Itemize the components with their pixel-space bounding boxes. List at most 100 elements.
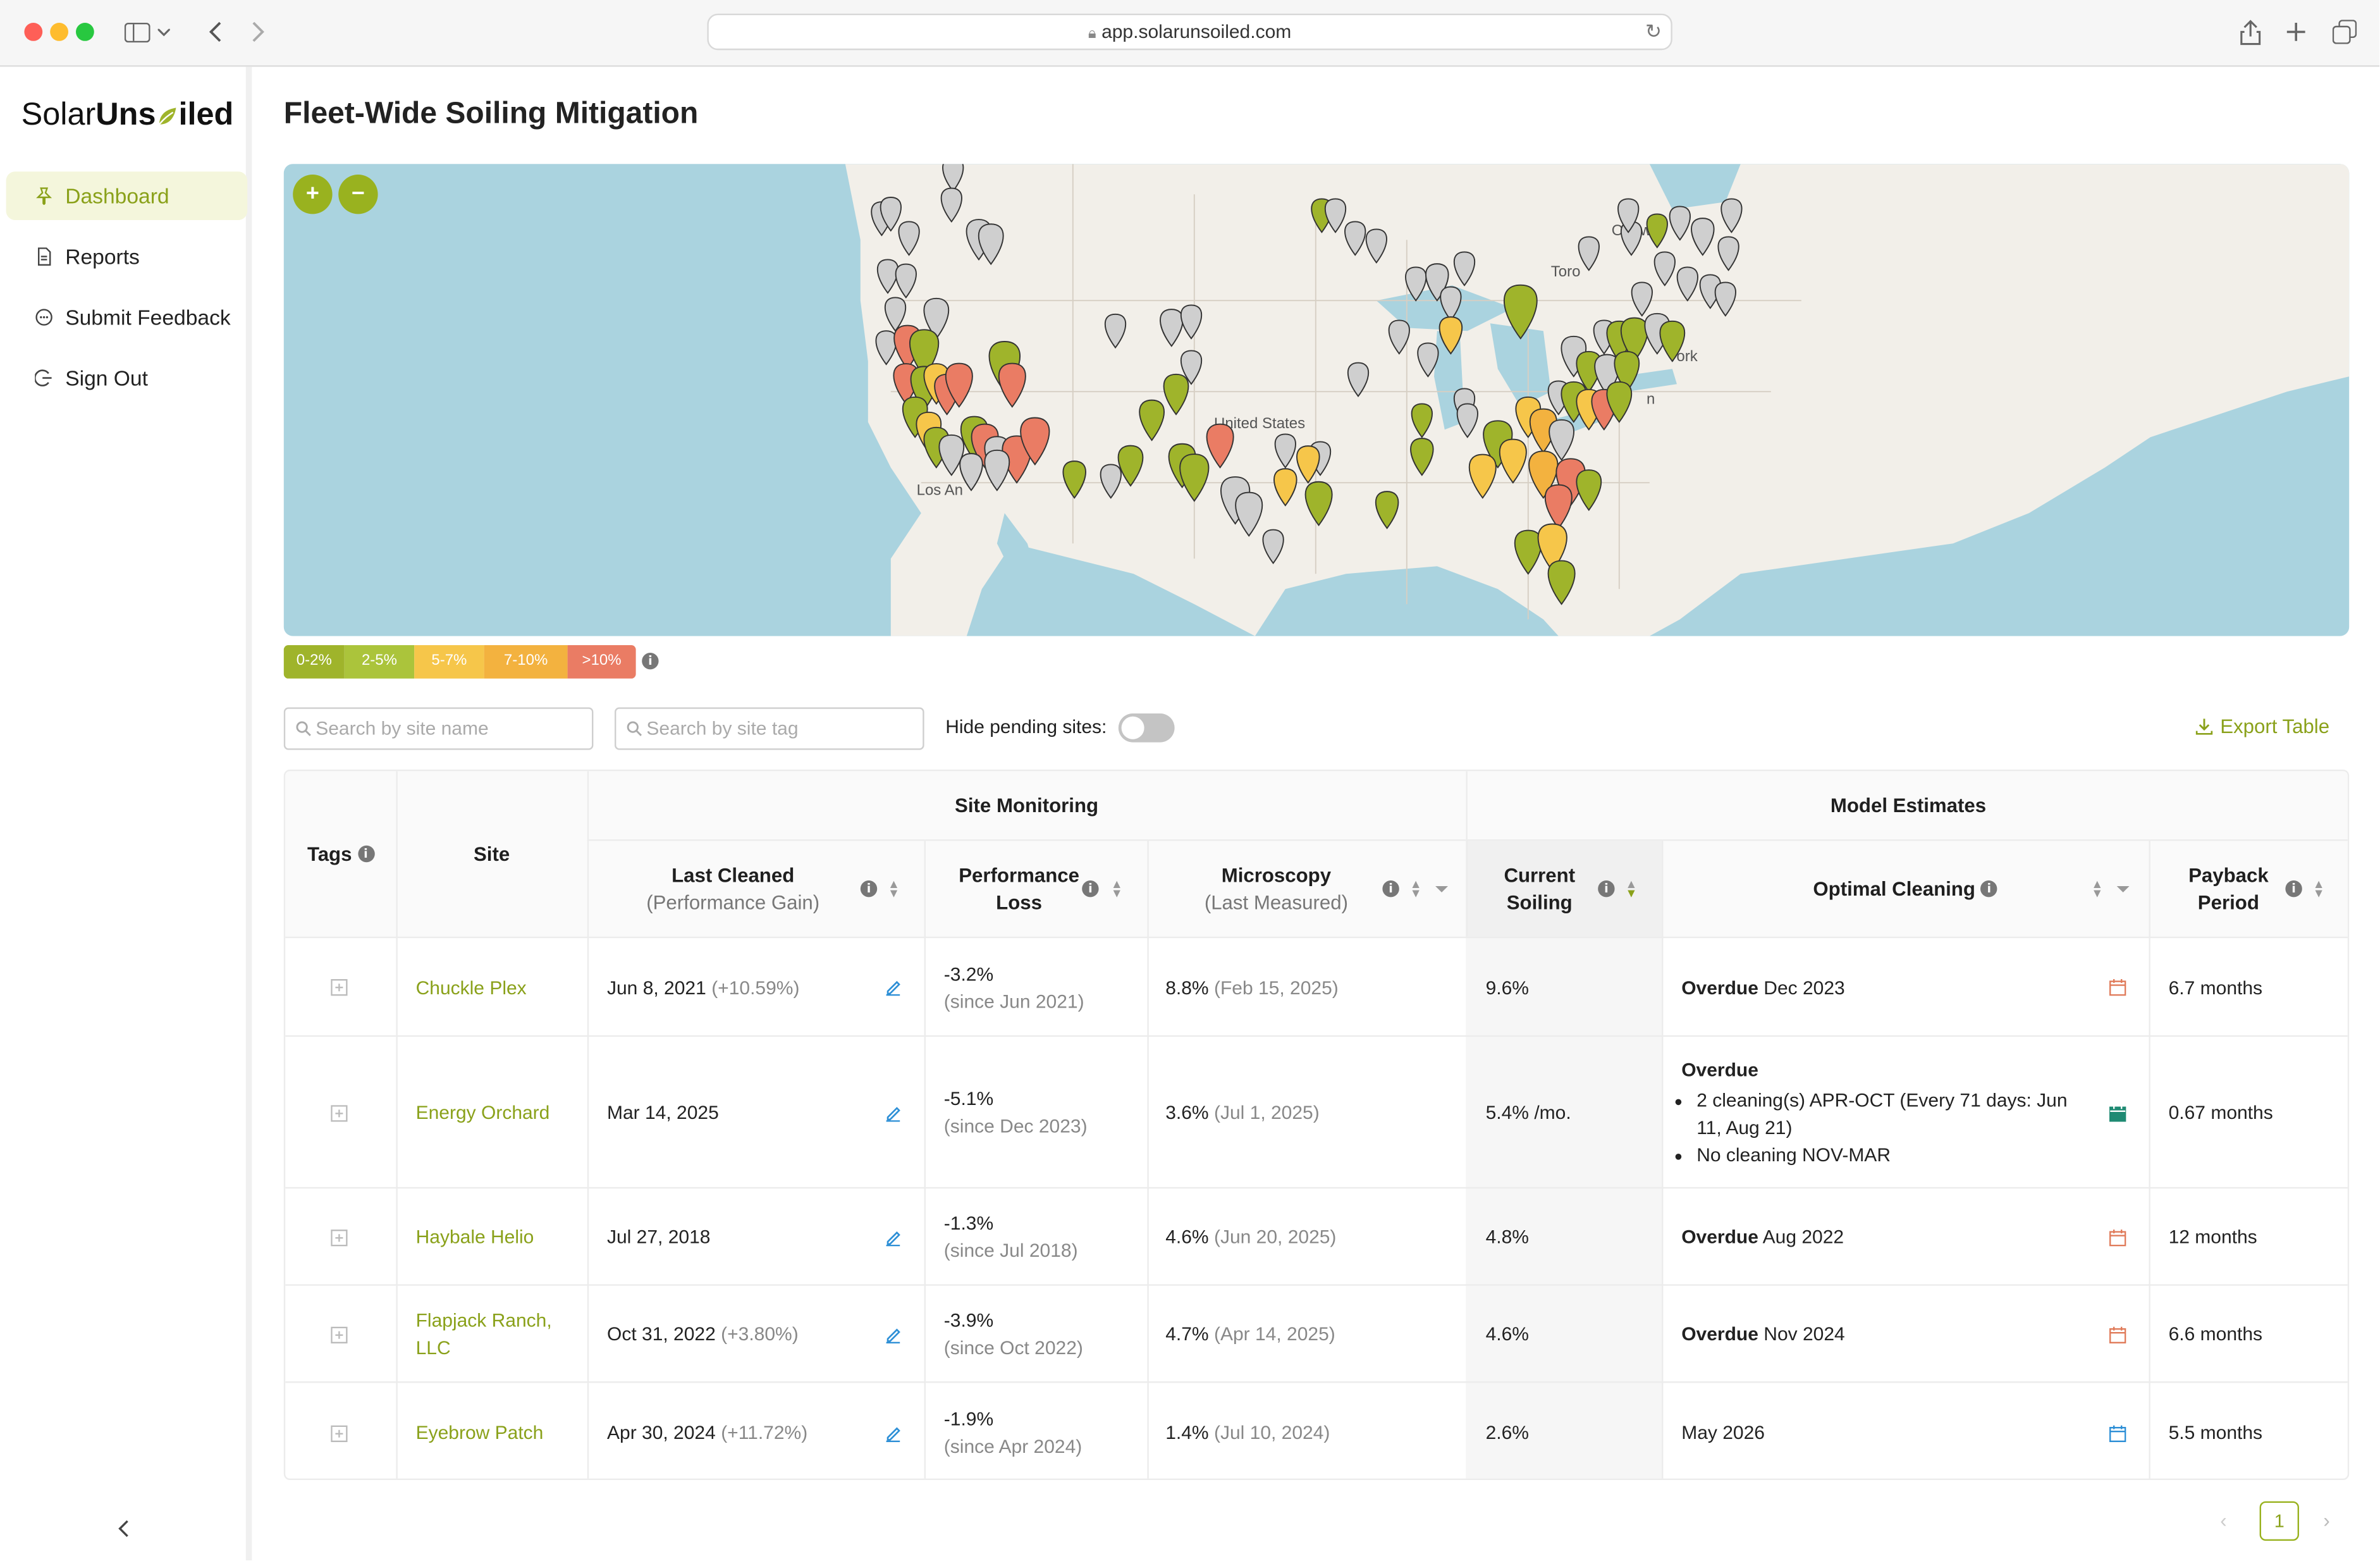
performance-loss-info-icon[interactable]: i (1082, 880, 1099, 898)
sidebar-item-dashboard[interactable]: Dashboard (6, 171, 248, 220)
site-marker[interactable] (1388, 319, 1410, 355)
filter-icon[interactable]: ⏷ (2117, 882, 2130, 899)
site-marker[interactable] (1117, 445, 1144, 487)
site-marker[interactable] (1324, 198, 1347, 233)
site-marker[interactable] (1020, 417, 1050, 466)
site-marker[interactable] (1499, 438, 1527, 484)
site-marker[interactable] (923, 297, 950, 340)
edit-icon[interactable] (885, 1383, 901, 1478)
site-marker[interactable] (942, 164, 964, 193)
header-payback-period[interactable]: Payback Period i ▲ ▼ (2149, 841, 2348, 937)
site-marker[interactable] (1440, 286, 1462, 322)
payback-info-icon[interactable]: i (2285, 880, 2302, 898)
prev-page-icon[interactable]: ‹ (2220, 1509, 2227, 1532)
site-marker[interactable] (1669, 206, 1691, 241)
site-marker[interactable] (1180, 304, 1203, 340)
calendar-icon[interactable] (2109, 1188, 2126, 1286)
site-marker[interactable] (940, 187, 962, 223)
site-marker[interactable] (1514, 529, 1542, 575)
calendar-icon[interactable] (2109, 1383, 2126, 1478)
sort-icon[interactable]: ▲▼ (1110, 877, 1123, 901)
site-marker[interactable] (1547, 560, 1576, 605)
zoom-out-button[interactable]: − (338, 175, 378, 214)
site-marker[interactable] (1721, 198, 1743, 233)
share-icon[interactable] (2235, 16, 2266, 47)
site-marker[interactable] (895, 263, 917, 299)
expand-row-icon[interactable] (331, 1037, 348, 1188)
site-marker[interactable] (1676, 266, 1698, 302)
site-marker[interactable] (1375, 491, 1399, 529)
site-marker[interactable] (1691, 218, 1715, 256)
site-marker[interactable] (880, 197, 902, 232)
site-marker[interactable] (875, 330, 897, 366)
site-marker[interactable] (959, 453, 983, 491)
header-current-soiling[interactable]: Current Soiling i ▲ ▼ (1466, 841, 1662, 937)
site-marker[interactable] (1296, 445, 1320, 484)
site-marker[interactable] (1365, 228, 1387, 264)
tags-info-icon[interactable]: i (357, 845, 374, 863)
legend-info-icon[interactable]: i (642, 653, 659, 670)
export-table-button[interactable]: Export Table (2195, 715, 2329, 737)
site-tag-search-input[interactable]: Search by site tag (615, 707, 924, 750)
sort-icon[interactable]: ▲▼ (1625, 877, 1638, 901)
site-marker[interactable] (1160, 309, 1184, 347)
site-marker[interactable] (1274, 433, 1296, 469)
header-site[interactable]: Site ▲▼ ⏷ (396, 771, 680, 937)
expand-row-icon[interactable] (331, 1188, 348, 1286)
new-tab-icon[interactable] (2281, 16, 2311, 47)
site-marker[interactable] (1717, 236, 1739, 271)
close-window-button[interactable] (24, 23, 43, 41)
back-icon[interactable] (199, 16, 229, 47)
zoom-in-button[interactable]: + (293, 175, 333, 214)
site-marker[interactable] (1606, 381, 1633, 423)
current-soiling-info-icon[interactable]: i (1598, 880, 1615, 898)
site-marker[interactable] (1620, 317, 1648, 362)
collapse-sidebar-icon[interactable] (117, 1518, 131, 1547)
site-marker[interactable] (1104, 313, 1127, 349)
page-1-button[interactable]: 1 (2259, 1501, 2300, 1541)
filter-icon[interactable]: ⏷ (1435, 882, 1448, 899)
edit-icon[interactable] (885, 1037, 901, 1188)
site-marker[interactable] (1417, 342, 1439, 378)
sort-icon[interactable]: ▲▼ (888, 877, 900, 901)
site-link[interactable]: Energy Orchard (415, 1102, 550, 1124)
site-marker[interactable] (1344, 221, 1366, 256)
optimal-cleaning-info-icon[interactable]: i (1980, 880, 1998, 898)
sidebar-toggle-icon[interactable] (121, 16, 152, 47)
site-marker[interactable] (1631, 281, 1653, 317)
header-performance-loss[interactable]: Performance Loss i ▲ ▼ (924, 841, 1148, 937)
site-marker[interactable] (1100, 464, 1122, 499)
sites-map[interactable]: United States Ottawa Toro York n Los An (283, 164, 2350, 636)
sidebar-item-sign-out[interactable]: Sign Out (6, 354, 248, 402)
site-marker[interactable] (1062, 460, 1086, 499)
reload-icon[interactable]: ↻ (1645, 20, 1662, 43)
site-marker[interactable] (1235, 491, 1263, 537)
hide-pending-toggle[interactable] (1118, 713, 1175, 743)
site-marker[interactable] (1180, 350, 1203, 385)
site-marker[interactable] (1653, 251, 1676, 287)
site-marker[interactable] (1206, 423, 1234, 469)
sidebar-item-reports[interactable]: Reports (6, 232, 248, 281)
chevron-down-icon[interactable] (155, 16, 173, 47)
calendar-icon[interactable] (2109, 938, 2126, 1037)
header-optimal-cleaning[interactable]: Optimal Cleaning i ▲ ▼ ⏷ (1662, 841, 2149, 937)
site-marker[interactable] (978, 223, 1004, 266)
site-marker[interactable] (1576, 469, 1602, 512)
edit-icon[interactable] (885, 1188, 901, 1286)
edit-icon[interactable] (885, 1286, 901, 1383)
expand-row-icon[interactable] (331, 938, 348, 1037)
site-marker[interactable] (984, 449, 1010, 491)
site-marker[interactable] (898, 221, 920, 256)
header-microscopy[interactable]: Microscopy (Last Measured) i ▲ ▼ ⏷ (1147, 841, 1466, 937)
last-cleaned-info-icon[interactable]: i (860, 880, 878, 898)
site-marker[interactable] (1468, 453, 1497, 499)
site-marker[interactable] (1659, 320, 1686, 362)
tab-overview-icon[interactable] (2329, 16, 2360, 47)
site-marker[interactable] (1537, 523, 1567, 572)
edit-icon[interactable] (885, 938, 901, 1037)
site-link[interactable]: Flapjack Ranch, LLC (415, 1310, 552, 1359)
sort-icon[interactable]: ▲▼ (1409, 877, 1422, 901)
site-marker[interactable] (945, 362, 973, 408)
forward-icon[interactable] (243, 16, 273, 47)
site-marker[interactable] (1549, 419, 1574, 461)
